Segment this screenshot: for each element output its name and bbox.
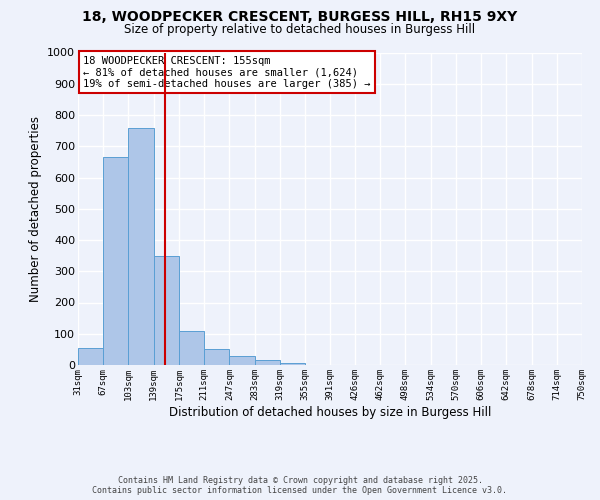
- Bar: [254, 360, 280, 365]
- Y-axis label: Number of detached properties: Number of detached properties: [29, 116, 41, 302]
- Bar: [280, 363, 305, 365]
- Bar: [204, 350, 229, 365]
- X-axis label: Distribution of detached houses by size in Burgess Hill: Distribution of detached houses by size …: [169, 406, 491, 418]
- Bar: [78, 348, 103, 365]
- Bar: [229, 356, 254, 365]
- Bar: [103, 157, 128, 365]
- Bar: [128, 128, 154, 365]
- Bar: [154, 256, 179, 365]
- Text: Contains HM Land Registry data © Crown copyright and database right 2025.
Contai: Contains HM Land Registry data © Crown c…: [92, 476, 508, 495]
- Bar: [179, 330, 204, 365]
- Text: Size of property relative to detached houses in Burgess Hill: Size of property relative to detached ho…: [124, 22, 476, 36]
- Text: 18 WOODPECKER CRESCENT: 155sqm
← 81% of detached houses are smaller (1,624)
19% : 18 WOODPECKER CRESCENT: 155sqm ← 81% of …: [83, 56, 371, 89]
- Text: 18, WOODPECKER CRESCENT, BURGESS HILL, RH15 9XY: 18, WOODPECKER CRESCENT, BURGESS HILL, R…: [82, 10, 518, 24]
